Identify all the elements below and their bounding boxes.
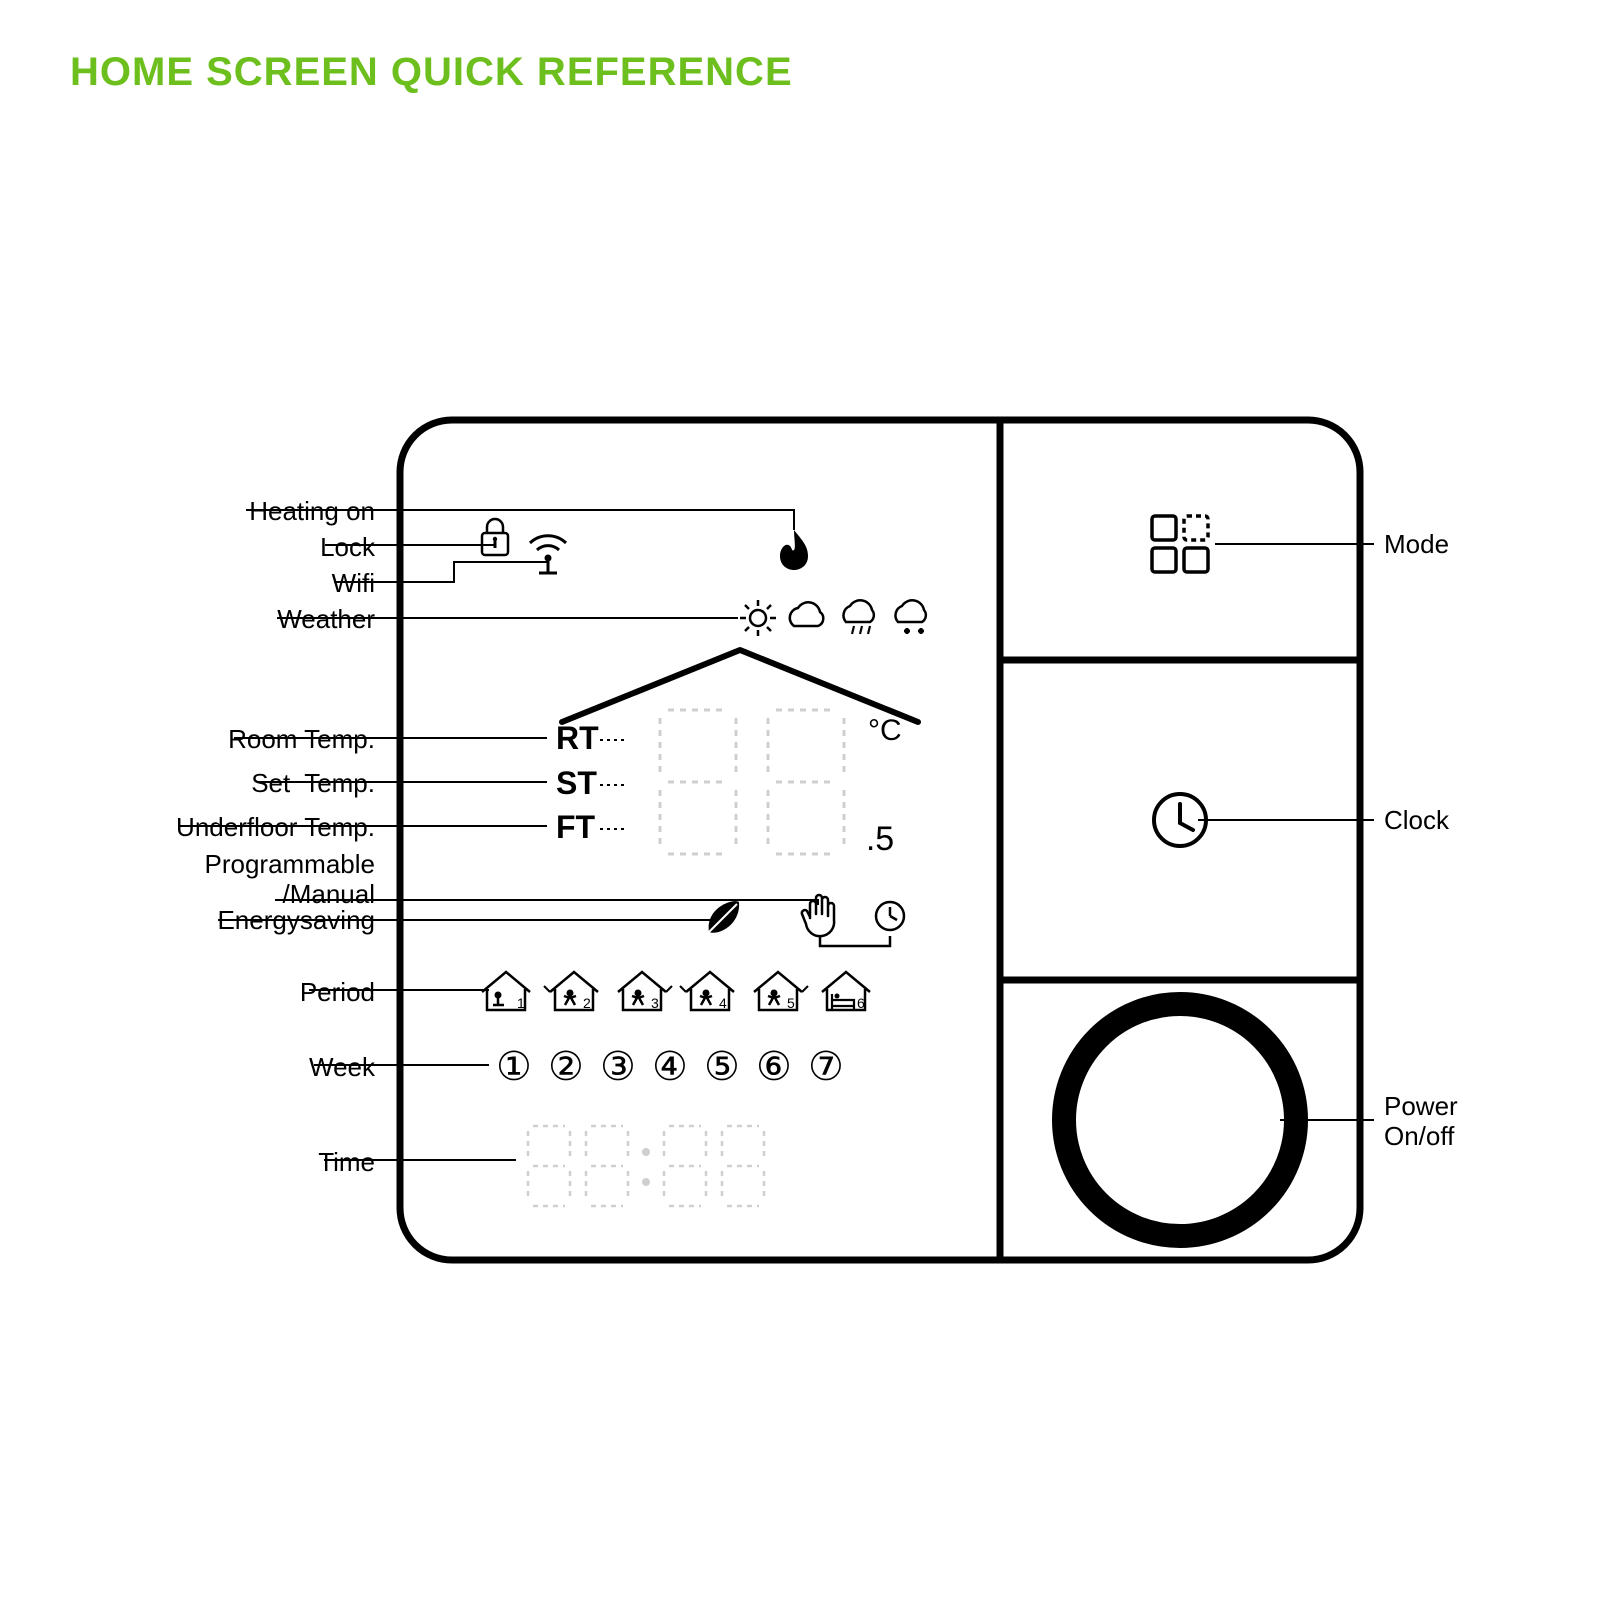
right-leaders — [1198, 544, 1374, 1120]
label-prog-manual: Programmable /Manual — [0, 850, 375, 910]
lock-icon — [482, 519, 508, 555]
time-digits — [528, 1126, 764, 1206]
week-day-1: ① — [496, 1045, 532, 1089]
temp-label-dots — [600, 740, 628, 829]
diagram-stage: RT ST FT °C .5 — [0, 0, 1600, 1600]
label-lock: Lock — [0, 533, 375, 563]
label-mode: Mode — [1384, 530, 1449, 560]
label-power: Power On/off — [1384, 1092, 1458, 1152]
temp-digits — [660, 710, 844, 854]
svg-text:4: 4 — [719, 995, 727, 1011]
svg-text:3: 3 — [651, 995, 659, 1011]
label-weather: Weather — [0, 605, 375, 635]
temp-label-rt: RT — [556, 720, 599, 756]
week-day-2: ② — [548, 1045, 584, 1089]
label-wifi: Wifi — [0, 569, 375, 599]
cloud-icon — [790, 602, 824, 626]
label-period: Period — [0, 978, 375, 1008]
leaf-icon — [709, 901, 740, 933]
power-dial[interactable] — [1064, 1004, 1296, 1236]
period-house-5: 5 — [754, 972, 808, 1011]
week-day-4: ④ — [652, 1045, 688, 1089]
period-house-1: 1 — [482, 972, 530, 1011]
temp-label-st: ST — [556, 765, 597, 801]
period-house-2: 2 — [544, 972, 598, 1011]
label-energysaving: Energysaving — [0, 906, 375, 936]
week-day-7: ⑦ — [808, 1045, 844, 1089]
temp-decimal: .5 — [866, 820, 894, 858]
period-house-3: 3 — [618, 972, 672, 1011]
label-set-temp: Set Temp. — [0, 769, 375, 799]
temp-type-labels: RT ST FT — [556, 720, 599, 845]
week-day-5: ⑤ — [704, 1045, 740, 1089]
sun-icon — [740, 600, 776, 636]
label-heating-on: Heating on — [0, 497, 375, 527]
label-room-temp: Room Temp. — [0, 725, 375, 755]
weather-icons — [740, 600, 926, 636]
label-week: Week — [0, 1053, 375, 1083]
label-clock: Clock — [1384, 806, 1449, 836]
period-house-6: 6 — [822, 972, 870, 1011]
week-day-6: ⑥ — [756, 1045, 792, 1089]
clock-small-icon — [876, 902, 904, 930]
rain-icon — [843, 600, 873, 634]
temp-unit: °C — [868, 714, 902, 747]
svg-text:1: 1 — [517, 995, 525, 1011]
week-days: ① ② ③ ④ ⑤ ⑥ ⑦ — [496, 1045, 844, 1089]
label-floor-temp: Underfloor Temp. — [0, 813, 375, 843]
period-icons: 1 2 3 4 — [482, 972, 870, 1011]
label-time: Time — [0, 1148, 375, 1178]
temp-label-ft: FT — [556, 809, 596, 845]
house-roof-icon — [562, 650, 918, 722]
svg-text:5: 5 — [787, 995, 795, 1011]
mode-row — [709, 895, 904, 946]
svg-text:6: 6 — [857, 995, 865, 1011]
snow-icon — [895, 600, 925, 634]
svg-text:2: 2 — [583, 995, 591, 1011]
period-house-4: 4 — [680, 972, 734, 1011]
week-day-3: ③ — [600, 1045, 636, 1089]
mode-icon[interactable] — [1152, 516, 1208, 572]
wifi-icon — [530, 536, 566, 573]
flame-icon — [780, 530, 808, 570]
